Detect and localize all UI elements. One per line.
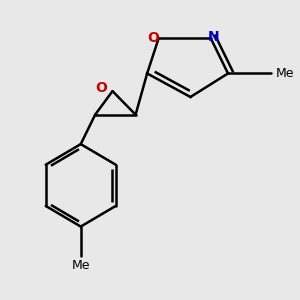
Text: N: N: [208, 30, 219, 44]
Text: O: O: [95, 81, 107, 95]
Text: O: O: [147, 31, 159, 45]
Text: Me: Me: [276, 67, 294, 80]
Text: Me: Me: [71, 259, 90, 272]
